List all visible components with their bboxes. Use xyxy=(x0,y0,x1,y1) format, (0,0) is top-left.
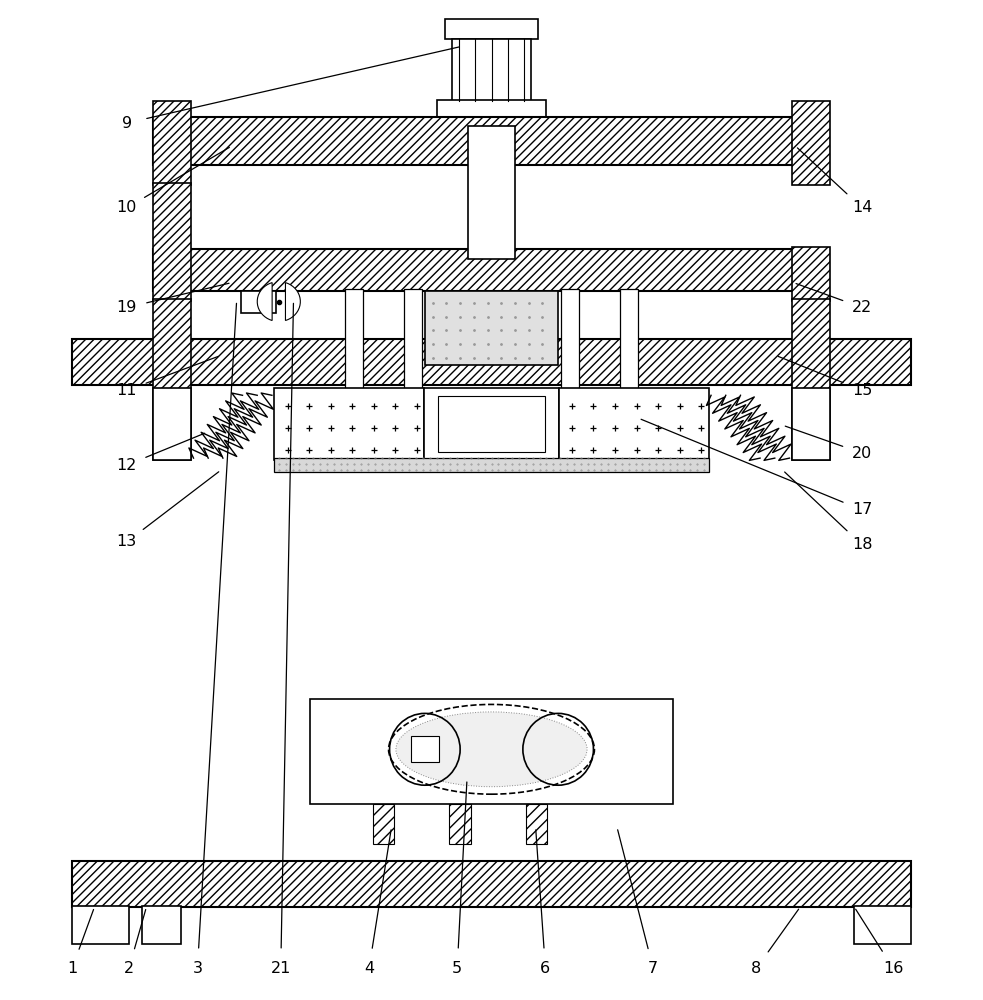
Bar xyxy=(153,299,191,460)
Bar xyxy=(559,388,709,460)
Text: 14: 14 xyxy=(852,200,872,215)
Text: 21: 21 xyxy=(270,961,291,976)
Bar xyxy=(449,804,471,844)
Bar xyxy=(445,19,538,39)
Text: 12: 12 xyxy=(117,458,137,473)
Text: 22: 22 xyxy=(852,300,872,315)
Bar xyxy=(854,906,911,944)
Text: 7: 7 xyxy=(648,961,659,976)
Text: 8: 8 xyxy=(751,961,761,976)
Text: 17: 17 xyxy=(852,502,872,517)
Bar xyxy=(153,117,828,165)
Text: 10: 10 xyxy=(117,200,137,215)
Text: 20: 20 xyxy=(852,446,872,461)
Bar xyxy=(425,291,558,365)
Polygon shape xyxy=(258,283,272,321)
Bar xyxy=(436,100,547,126)
Bar xyxy=(561,289,579,460)
Ellipse shape xyxy=(388,704,595,794)
Text: 18: 18 xyxy=(852,537,872,552)
Text: 15: 15 xyxy=(852,383,872,398)
Text: 3: 3 xyxy=(193,961,202,976)
Text: 4: 4 xyxy=(364,961,375,976)
Text: 16: 16 xyxy=(883,961,903,976)
Bar xyxy=(526,804,548,844)
Bar xyxy=(274,458,709,472)
Bar xyxy=(142,906,181,944)
Bar xyxy=(792,299,830,460)
Text: 19: 19 xyxy=(117,300,137,315)
Bar xyxy=(792,247,830,301)
Bar xyxy=(311,699,672,804)
Bar xyxy=(792,101,830,185)
Bar xyxy=(620,289,638,460)
Polygon shape xyxy=(285,283,301,321)
Text: 5: 5 xyxy=(452,961,462,976)
Bar xyxy=(72,906,129,944)
Text: 6: 6 xyxy=(541,961,550,976)
Bar xyxy=(373,804,394,844)
Bar xyxy=(792,388,830,460)
Bar xyxy=(241,291,276,313)
Bar xyxy=(153,249,828,291)
Bar xyxy=(72,861,911,907)
Bar xyxy=(72,339,911,385)
Bar xyxy=(153,183,191,301)
Text: 11: 11 xyxy=(117,383,137,398)
Bar xyxy=(153,101,191,185)
Text: 9: 9 xyxy=(122,116,132,131)
Text: 1: 1 xyxy=(67,961,77,976)
Bar xyxy=(452,39,531,101)
Bar xyxy=(345,289,363,460)
Bar xyxy=(404,289,422,460)
Text: 13: 13 xyxy=(117,534,137,549)
Ellipse shape xyxy=(396,712,587,787)
Bar xyxy=(437,396,546,452)
Bar xyxy=(424,388,559,460)
Text: 2: 2 xyxy=(124,961,134,976)
Bar xyxy=(411,736,438,762)
Bar xyxy=(274,388,424,460)
Bar xyxy=(153,388,191,460)
Bar xyxy=(468,126,515,259)
